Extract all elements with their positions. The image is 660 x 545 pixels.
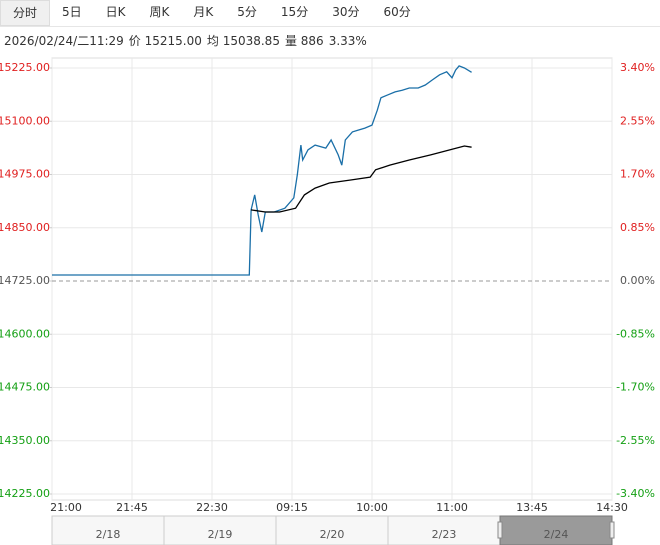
y-tick-label: 14850.00	[0, 221, 50, 234]
y-tick-label: 14975.00	[0, 168, 50, 181]
y2-tick-label: -2.55%	[616, 434, 655, 447]
tab[interactable]: 15分	[280, 5, 309, 19]
info-item: 价 15215.00	[128, 34, 202, 48]
navigator-date: 2/20	[320, 528, 345, 541]
y2-tick-label: 3.40%	[620, 61, 655, 74]
x-tick-label: 22:30	[196, 501, 228, 514]
info-item: 2026/02/24/二11:29	[4, 34, 124, 48]
x-tick-label: 11:00	[436, 501, 468, 514]
y-tick-label: 14350.00	[0, 434, 50, 447]
y2-tick-label: 0.85%	[620, 221, 655, 234]
plot-area	[51, 57, 613, 501]
x-tick-label: 13:45	[516, 501, 548, 514]
y2-tick-label: -1.70%	[616, 381, 655, 394]
y-tick-label: 14725.00	[0, 274, 50, 287]
series-line	[52, 65, 472, 276]
y2-tick-label: 2.55%	[620, 114, 655, 127]
navigator-date: 2/23	[432, 528, 457, 541]
tab[interactable]: 日K	[105, 5, 126, 19]
y2-tick-label: 0.00%	[620, 274, 655, 287]
tab-bar: 分时 5日 日K 周K 月K 5分 15分 30分 60分	[0, 0, 660, 27]
y-tick-label: 14225.00	[0, 487, 50, 500]
tab[interactable]: 分时	[0, 0, 51, 26]
x-tick-label: 14:30	[596, 501, 628, 514]
navigator-handle	[497, 521, 503, 539]
tab[interactable]: 60分	[383, 5, 411, 19]
navigator-handle	[609, 521, 615, 539]
x-tick-label: 09:15	[276, 501, 308, 514]
info-line: 2026/02/24/二11:29 价 15215.00 均 15038.85 量 8…	[4, 32, 372, 49]
info-item: 3.33%	[328, 34, 367, 48]
navigator-date: 2/18	[96, 528, 121, 541]
y2-tick-label: -0.85%	[616, 327, 655, 340]
info-item: 均 15038.85	[206, 34, 280, 48]
tab[interactable]: 月K	[193, 5, 214, 19]
tab[interactable]: 30分	[332, 5, 360, 19]
y2-tick-label: -3.40%	[616, 487, 655, 500]
x-tick-label: 10:00	[356, 501, 388, 514]
navigator-date: 2/19	[208, 528, 233, 541]
x-tick-label: 21:45	[116, 501, 148, 514]
tab[interactable]: 5日	[62, 5, 82, 19]
y-tick-label: 14600.00	[0, 327, 50, 340]
series-line	[251, 145, 472, 213]
info-item: 量 886	[284, 34, 324, 48]
tab[interactable]: 5分	[237, 5, 257, 19]
y-tick-label: 15225.00	[0, 61, 50, 74]
y2-tick-label: 1.70%	[620, 168, 655, 181]
tab[interactable]: 周K	[149, 5, 170, 19]
y-tick-label: 14475.00	[0, 381, 50, 394]
navigator-date: 2/24	[544, 528, 569, 541]
y-tick-label: 15100.00	[0, 114, 50, 127]
x-tick-label: 21:00	[50, 501, 82, 514]
